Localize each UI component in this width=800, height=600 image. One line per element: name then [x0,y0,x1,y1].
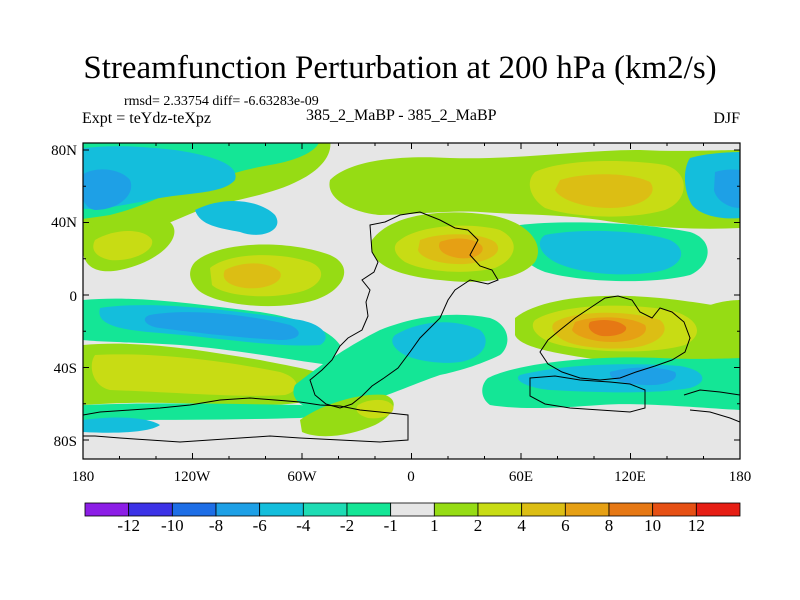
colorbar-label: -1 [384,516,398,535]
coastline-south-america-tip [83,397,409,443]
lat-label-80n: 80N [51,143,77,159]
contour-orange-center [223,263,281,289]
axis-ticks [82,143,741,459]
contour-cyan-east-mid [539,230,682,275]
lon-label-180w: 180 [72,469,95,485]
colorbar-label: 10 [644,516,661,535]
colorbar-label: -6 [253,516,267,535]
colorbar-swatch [477,502,523,517]
colorbar-swatch [215,502,261,517]
colorbar-label: -10 [161,516,184,535]
colorbar-label: -8 [209,516,223,535]
colorbar-swatch [128,502,173,517]
lon-label-120w: 120W [174,469,212,485]
contour-teal-bottom [83,403,323,420]
colorbar-swatch [695,502,741,517]
colorbar-label: -4 [296,516,311,535]
colorbar-label: 8 [605,516,614,535]
colorbar-label: 12 [688,516,705,535]
colorbar-swatch [259,502,304,517]
colorbar-swatch [652,502,697,517]
coastline-antarctic-east [683,389,740,423]
latitude-labels: 80N 40N 0 40S 80S [51,143,77,450]
contour-blue-nw [83,169,132,210]
contour-cyan-bottom-left [83,417,160,433]
colorbar-swatch [302,502,348,517]
colorbar-labels: -12 -10 -8 -6 -4 -2 -1 1 2 4 6 8 10 12 [117,516,705,535]
coastline-asia-east [539,295,691,381]
contour-yellow-south [91,354,297,396]
lon-label-0: 0 [407,469,415,485]
colorbar-swatch [433,502,479,517]
colorbar-swatch [608,502,654,517]
lon-label-180e: 180 [729,469,752,485]
contour-blue-north-east [714,169,740,208]
contour-green-far-east [700,300,740,350]
lat-label-40n: 40N [51,215,77,231]
case-pair-label: 385_2_MaBP - 385_2_MaBP [306,107,497,124]
colorbar-swatch [171,502,217,517]
contour-orange-north [555,174,653,208]
colorbar-label: -12 [117,516,140,535]
colorbar-swatch [564,502,610,517]
lon-label-120e: 120E [614,469,646,485]
longitude-labels: 180 120W 60W 0 60E 120E 180 [72,469,752,485]
colorbar-swatch [346,502,392,517]
contour-yellow-left [93,231,153,261]
coastlines [83,211,740,443]
lon-label-60e: 60E [509,469,533,485]
rmsd-diff-stats: rmsd= 2.33754 diff= -6.63283e-09 [124,94,319,109]
contour-red-orange-se [588,319,627,337]
coastline-australia [529,375,646,413]
colorbar-swatch [84,502,130,517]
colorbar-label: 6 [561,516,570,535]
colorbar [84,502,741,517]
contour-blue-south-east [609,367,676,386]
lat-label-0: 0 [70,289,78,305]
colorbar-label: 1 [430,516,439,535]
colorbar-swatch [521,502,566,517]
lat-label-80s: 80S [54,434,77,450]
contour-blue-upper [144,312,299,340]
contour-deep-orange-east [439,238,483,259]
lon-label-60w: 60W [287,469,317,485]
contour-fields [83,143,740,437]
contour-yellow-lower [356,399,394,419]
colorbar-swatch [390,502,435,517]
colorbar-label: 2 [474,516,483,535]
colorbar-label: 4 [517,516,526,535]
experiment-label: Expt = teYdz-teXpz [82,110,211,127]
season-label: DJF [713,110,740,127]
lat-label-40s: 40S [54,361,77,377]
contour-cyan-center-south [392,322,486,363]
plot-title: Streamfunction Perturbation at 200 hPa (… [83,50,717,86]
colorbar-label: -2 [340,516,354,535]
contour-cyan-mid [195,200,278,235]
coastline-africa [309,211,499,409]
